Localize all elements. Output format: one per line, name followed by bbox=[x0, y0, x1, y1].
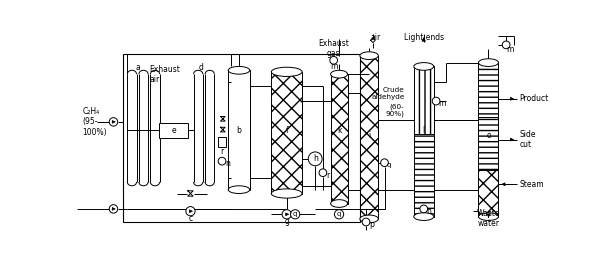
Circle shape bbox=[308, 152, 322, 166]
Ellipse shape bbox=[271, 67, 302, 77]
Circle shape bbox=[282, 210, 292, 219]
Bar bbox=[478, 170, 499, 217]
Circle shape bbox=[186, 207, 195, 216]
Text: d: d bbox=[199, 64, 203, 73]
Text: b: b bbox=[236, 126, 241, 135]
Text: n: n bbox=[225, 159, 230, 168]
Text: Light ends: Light ends bbox=[404, 33, 444, 42]
Text: p: p bbox=[369, 220, 374, 229]
Bar bbox=[271, 72, 302, 193]
Text: Exhaust
gas: Exhaust gas bbox=[318, 39, 349, 58]
Circle shape bbox=[502, 41, 510, 49]
Text: f: f bbox=[286, 126, 288, 135]
Text: Steam: Steam bbox=[519, 180, 544, 189]
Bar bbox=[159, 123, 188, 138]
Circle shape bbox=[420, 205, 428, 213]
Text: a: a bbox=[136, 64, 140, 73]
Ellipse shape bbox=[331, 70, 347, 78]
Circle shape bbox=[334, 210, 344, 219]
Text: C₂H₄
(95-
100%): C₂H₄ (95- 100%) bbox=[83, 107, 107, 137]
Text: Side
cut: Side cut bbox=[519, 130, 536, 149]
Text: c: c bbox=[188, 214, 193, 223]
Ellipse shape bbox=[360, 215, 379, 223]
Circle shape bbox=[109, 205, 118, 213]
Ellipse shape bbox=[228, 186, 250, 193]
Text: m: m bbox=[438, 99, 445, 108]
Bar bbox=[228, 70, 250, 190]
Text: q: q bbox=[337, 211, 341, 217]
Ellipse shape bbox=[331, 200, 347, 207]
Ellipse shape bbox=[414, 213, 434, 220]
Bar bbox=[360, 56, 379, 219]
Text: m: m bbox=[506, 45, 514, 54]
Text: Exhaust
air: Exhaust air bbox=[149, 65, 181, 84]
Circle shape bbox=[290, 210, 300, 219]
Text: m: m bbox=[330, 62, 337, 71]
Text: e: e bbox=[171, 126, 176, 135]
Bar bbox=[331, 74, 347, 204]
Ellipse shape bbox=[271, 189, 302, 198]
Circle shape bbox=[362, 218, 370, 226]
Circle shape bbox=[319, 169, 327, 176]
Text: q: q bbox=[387, 162, 391, 168]
Text: g: g bbox=[284, 217, 289, 226]
Text: i: i bbox=[368, 131, 370, 140]
Text: Crude
aldehyde: Crude aldehyde bbox=[371, 87, 404, 100]
Text: q: q bbox=[293, 211, 298, 217]
Bar bbox=[123, 54, 360, 222]
Circle shape bbox=[432, 97, 440, 105]
Text: r: r bbox=[220, 147, 224, 156]
Ellipse shape bbox=[360, 52, 379, 60]
Text: Product: Product bbox=[519, 94, 548, 103]
Bar bbox=[414, 134, 434, 217]
Text: l: l bbox=[422, 126, 424, 135]
Bar bbox=[478, 117, 499, 170]
Text: air: air bbox=[370, 33, 380, 42]
Circle shape bbox=[330, 56, 338, 64]
Text: o: o bbox=[486, 131, 491, 140]
Ellipse shape bbox=[228, 67, 250, 74]
Text: k: k bbox=[337, 126, 341, 135]
Circle shape bbox=[380, 159, 388, 166]
Text: (60-
90%): (60- 90%) bbox=[386, 103, 404, 117]
Ellipse shape bbox=[478, 59, 499, 67]
Circle shape bbox=[109, 118, 118, 126]
Ellipse shape bbox=[414, 63, 434, 70]
Circle shape bbox=[218, 157, 226, 165]
Text: h: h bbox=[313, 154, 317, 163]
Bar bbox=[478, 63, 499, 117]
Ellipse shape bbox=[478, 213, 499, 220]
Bar bbox=[218, 136, 226, 147]
Bar bbox=[414, 67, 434, 134]
Text: Waste
water: Waste water bbox=[476, 209, 500, 228]
Text: r: r bbox=[326, 170, 330, 179]
Text: n: n bbox=[427, 207, 431, 216]
